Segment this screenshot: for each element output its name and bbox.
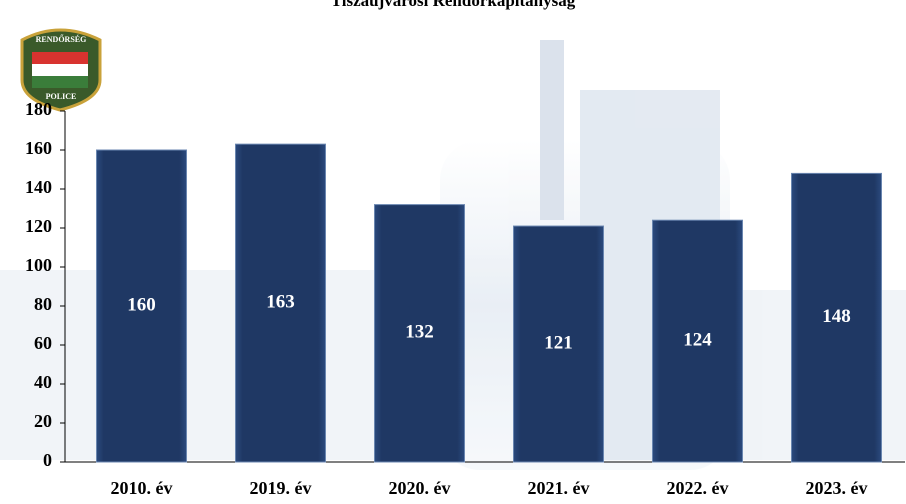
y-tick-label: 40 — [34, 372, 52, 392]
data-label: 132 — [405, 322, 434, 343]
logo-top-text: RENDŐRSÉG — [36, 34, 87, 44]
y-tick-label: 80 — [34, 294, 52, 314]
x-tick-label: 2010. év — [111, 478, 173, 498]
data-label: 160 — [127, 294, 156, 315]
data-label: 124 — [683, 329, 712, 350]
x-tick-label: 2019. év — [250, 478, 312, 498]
x-tick-label: 2020. év — [389, 478, 451, 498]
data-label: 148 — [822, 306, 851, 327]
x-tick-label: 2023. év — [806, 478, 868, 498]
y-tick-label: 0 — [43, 450, 52, 470]
chart: RENDŐRSÉG POLICE Tiszaújvárosi Rendőrkap… — [0, 0, 906, 504]
data-label: 121 — [544, 332, 573, 353]
x-tick-label: 2022. év — [667, 478, 729, 498]
y-tick-label: 160 — [25, 138, 52, 158]
x-tick-label: 2021. év — [528, 478, 590, 498]
y-tick-label: 20 — [34, 411, 52, 431]
y-tick-label: 140 — [25, 177, 52, 197]
y-tick-label: 60 — [34, 333, 52, 353]
logo: RENDŐRSÉG POLICE — [22, 30, 100, 110]
data-label: 163 — [266, 291, 295, 312]
y-tick-label: 120 — [25, 216, 52, 236]
chart-title: Tiszaújvárosi Rendőrkapitányság — [331, 0, 576, 10]
y-tick-label: 100 — [25, 255, 52, 275]
y-tick-label: 180 — [25, 99, 52, 119]
